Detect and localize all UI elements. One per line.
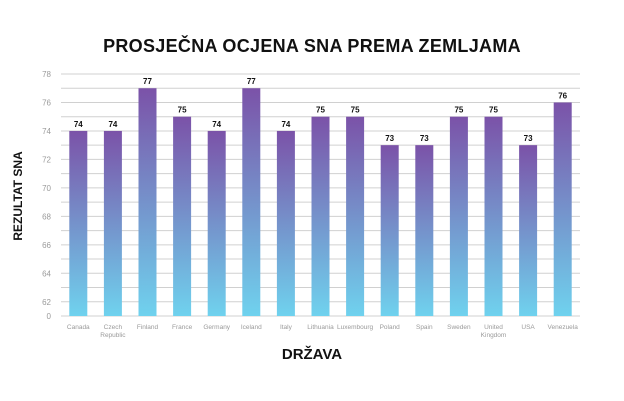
- x-axis-title: DRŽAVA: [281, 346, 343, 363]
- bar-luxembourg: [346, 116, 365, 317]
- bar-germany: [207, 130, 226, 316]
- y-tick-label: 0: [47, 312, 52, 321]
- data-label: 73: [420, 134, 429, 143]
- bar-lithuania: [311, 116, 330, 317]
- y-tick-label: 78: [42, 70, 51, 79]
- y-tick-label: 74: [42, 127, 51, 136]
- data-label: 77: [143, 77, 152, 86]
- data-label: 77: [247, 77, 256, 86]
- data-label: 75: [351, 106, 360, 115]
- y-tick-label: 76: [42, 98, 51, 107]
- data-label: 73: [524, 134, 533, 143]
- bar-iceland: [242, 88, 261, 316]
- bar-usa: [519, 145, 538, 316]
- bar-canada: [69, 130, 88, 316]
- bar-italy: [276, 130, 295, 316]
- y-tick-label: 64: [42, 269, 51, 278]
- x-tick-label: Iceland: [241, 324, 262, 331]
- x-tick-label: Kingdom: [481, 332, 507, 339]
- bar-czech-republic: [103, 130, 122, 316]
- y-tick-label: 62: [42, 298, 51, 307]
- x-tick-label: Canada: [67, 324, 90, 331]
- x-tick-label: Venezuela: [548, 324, 579, 331]
- data-label: 74: [74, 120, 83, 129]
- y-tick-label: 68: [42, 212, 51, 221]
- data-label: 75: [489, 106, 498, 115]
- x-tick-label: Lithuania: [307, 324, 334, 331]
- data-label: 75: [454, 106, 463, 115]
- data-label: 74: [281, 120, 290, 129]
- data-label: 74: [212, 120, 221, 129]
- chart-title: PROSJEČNA OCJENA SNA PREMA ZEMLJAMA: [103, 36, 521, 56]
- y-tick-label: 70: [42, 184, 51, 193]
- x-tick-label: Sweden: [447, 324, 471, 331]
- x-tick-label: France: [172, 324, 193, 331]
- data-label: 75: [178, 106, 187, 115]
- y-tick-label: 72: [42, 155, 51, 164]
- x-tick-label: Spain: [416, 324, 433, 331]
- x-tick-label: Finland: [137, 324, 159, 331]
- bar-france: [173, 116, 192, 317]
- bar-venezuela: [553, 102, 572, 317]
- data-label: 76: [558, 91, 567, 100]
- x-tick-label: Luxembourg: [337, 324, 374, 331]
- x-tick-label: USA: [521, 324, 535, 331]
- x-tick-label: Germany: [203, 324, 230, 331]
- bar-finland: [138, 88, 157, 316]
- x-tick-label: Poland: [380, 324, 401, 331]
- data-label: 75: [316, 106, 325, 115]
- bar-spain: [415, 145, 434, 316]
- x-tick-label: Czech: [104, 324, 123, 331]
- y-tick-label: 66: [42, 241, 51, 250]
- x-tick-label: Republic: [100, 332, 126, 339]
- x-tick-label: United: [484, 324, 503, 331]
- data-label: 73: [385, 134, 394, 143]
- bar-sweden: [449, 116, 468, 317]
- bar-poland: [380, 145, 399, 316]
- x-tick-label: Italy: [280, 324, 293, 331]
- data-label: 74: [108, 120, 117, 129]
- bar-united-kingdom: [484, 116, 503, 317]
